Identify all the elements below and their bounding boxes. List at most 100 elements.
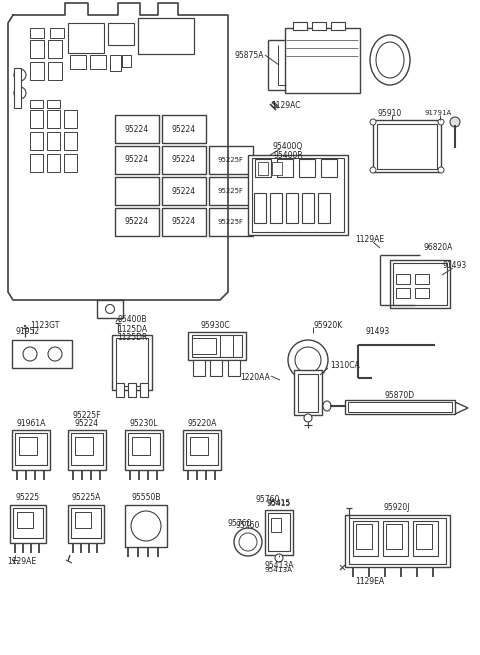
Text: 95230L: 95230L <box>130 419 158 428</box>
Bar <box>349 518 446 564</box>
Bar <box>285 28 360 93</box>
Text: 1310CA: 1310CA <box>330 360 360 369</box>
Text: 95225F: 95225F <box>218 157 244 163</box>
Bar <box>10 505 46 543</box>
Bar <box>393 263 447 305</box>
Circle shape <box>275 554 283 562</box>
Circle shape <box>131 511 161 541</box>
Bar <box>115 115 159 143</box>
Bar <box>356 524 372 549</box>
Circle shape <box>370 167 376 173</box>
Bar <box>138 18 194 54</box>
Text: 95224: 95224 <box>125 155 149 164</box>
Bar <box>255 159 271 177</box>
Bar <box>270 193 282 223</box>
Bar <box>192 335 242 357</box>
Bar <box>30 62 44 80</box>
Text: 95760: 95760 <box>256 495 280 504</box>
Circle shape <box>370 119 376 125</box>
Text: 95225F: 95225F <box>218 219 244 225</box>
Bar <box>162 115 206 143</box>
Bar <box>271 518 281 532</box>
Bar <box>90 55 106 69</box>
Circle shape <box>14 69 26 81</box>
Text: 95224: 95224 <box>172 124 196 134</box>
Bar <box>71 508 101 538</box>
Bar <box>14 68 21 108</box>
Bar <box>64 110 77 128</box>
Circle shape <box>450 117 460 127</box>
Bar <box>30 100 43 108</box>
Text: 95220A: 95220A <box>187 419 216 428</box>
Text: 95225: 95225 <box>16 493 40 502</box>
Text: 95910: 95910 <box>378 109 402 117</box>
Text: 95224: 95224 <box>125 217 149 227</box>
Bar <box>47 110 60 128</box>
Text: 1129AE: 1129AE <box>355 236 384 244</box>
Bar <box>318 193 330 223</box>
Bar <box>30 110 43 128</box>
Bar <box>19 437 37 455</box>
Bar <box>30 28 44 38</box>
Bar <box>12 340 72 368</box>
Text: 95415: 95415 <box>267 500 290 506</box>
Bar <box>353 521 378 556</box>
Ellipse shape <box>376 42 404 78</box>
Bar <box>125 430 163 470</box>
Text: 95224: 95224 <box>172 217 196 227</box>
Text: 95224: 95224 <box>75 419 99 428</box>
Bar <box>12 430 50 470</box>
Bar <box>192 338 216 354</box>
Bar <box>248 155 348 235</box>
Bar <box>183 430 221 470</box>
Bar <box>30 132 43 150</box>
Bar <box>348 402 452 412</box>
Bar <box>188 332 246 360</box>
Bar <box>128 433 160 465</box>
Bar <box>210 360 222 376</box>
Bar <box>396 274 410 284</box>
Text: 1129EA: 1129EA <box>355 578 384 586</box>
Bar <box>268 513 290 551</box>
Bar <box>132 437 150 455</box>
Text: 1129AE: 1129AE <box>7 557 36 565</box>
Bar <box>312 22 326 30</box>
Text: 95760: 95760 <box>228 519 252 527</box>
Bar <box>48 62 62 80</box>
Bar <box>193 360 205 376</box>
Bar <box>302 193 314 223</box>
Text: 95225A: 95225A <box>72 493 101 502</box>
Bar <box>186 433 218 465</box>
Bar <box>294 370 322 415</box>
Text: 95920J: 95920J <box>384 502 410 512</box>
Text: 95920K: 95920K <box>313 320 342 329</box>
Bar <box>115 177 159 205</box>
Text: 95224: 95224 <box>125 124 149 134</box>
Bar <box>115 208 159 236</box>
Bar <box>416 524 432 549</box>
Text: 91493: 91493 <box>443 261 467 269</box>
Text: 95225F: 95225F <box>218 188 244 194</box>
Bar <box>15 433 47 465</box>
Bar <box>13 508 43 538</box>
Circle shape <box>14 87 26 99</box>
Bar <box>110 55 121 71</box>
Bar <box>64 154 77 172</box>
Bar <box>298 374 318 412</box>
Bar <box>209 146 253 174</box>
Bar <box>277 159 293 177</box>
Bar <box>228 360 240 376</box>
Bar <box>286 193 298 223</box>
Bar <box>272 162 282 175</box>
Bar <box>68 23 104 53</box>
Bar <box>415 288 429 298</box>
Text: 1125DA: 1125DA <box>117 324 147 333</box>
Circle shape <box>438 167 444 173</box>
Bar <box>47 154 60 172</box>
Bar <box>383 521 408 556</box>
Bar <box>116 383 124 397</box>
Text: 95413A: 95413A <box>265 567 293 573</box>
Bar <box>47 132 60 150</box>
Ellipse shape <box>323 401 331 411</box>
Bar <box>190 437 208 455</box>
